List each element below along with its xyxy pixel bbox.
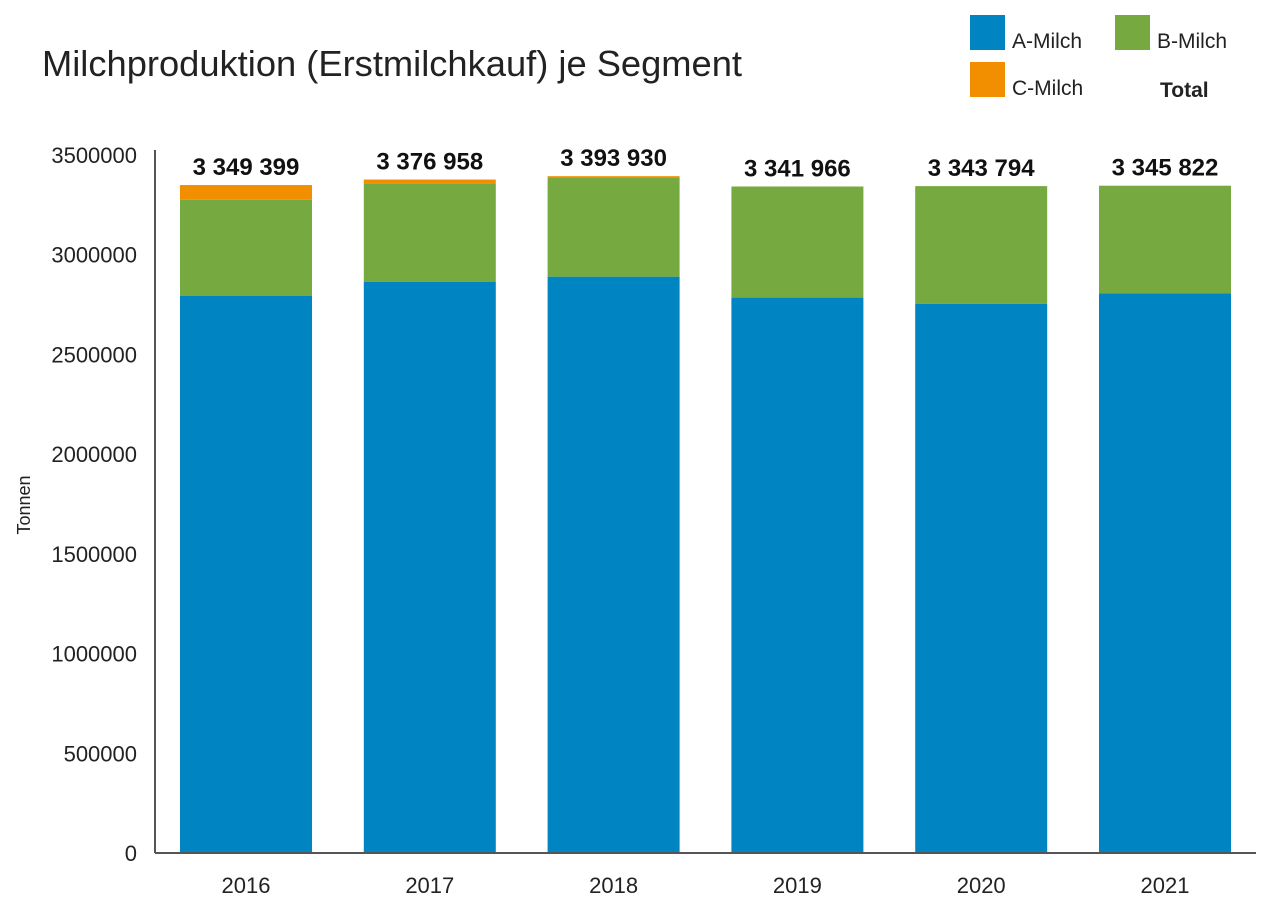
bar-b-milch-2016	[180, 199, 312, 296]
legend-swatch-a-milch	[970, 15, 1005, 50]
total-label: 3 345 822	[1112, 155, 1219, 182]
bar-a-milch-2016	[180, 295, 312, 854]
bar-a-milch-2018	[547, 276, 680, 853]
bar-a-milch-2019	[731, 297, 864, 853]
x-axis: 2016 2017 2018 2019 2020 2021	[155, 852, 1256, 898]
legend-swatch-b-milch	[1115, 15, 1150, 50]
y-tick-label: 3000000	[51, 243, 137, 268]
total-label: 3 393 930	[560, 145, 667, 172]
legend-label: C-Milch	[1012, 77, 1083, 100]
legend-swatch-c-milch	[970, 62, 1005, 97]
total-label: 3 376 958	[376, 149, 483, 176]
y-tick-label: 500000	[64, 741, 137, 766]
bar-b-milch-2020	[915, 186, 1048, 304]
chart-title: Milchproduktion (Erstmilchkauf) je Segme…	[42, 43, 742, 84]
y-tick-label: 2000000	[51, 442, 137, 467]
legend-label: A-Milch	[1012, 30, 1082, 53]
x-tick-label: 2016	[222, 873, 271, 898]
total-label: 3 349 399	[193, 154, 300, 181]
y-tick-label: 0	[125, 841, 137, 866]
x-tick-label: 2017	[405, 873, 454, 898]
bar-c-milch-2016	[180, 185, 312, 200]
legend-label-total: Total	[1160, 79, 1209, 102]
bar-b-milch-2019	[731, 186, 864, 298]
bar-c-milch-2017	[363, 179, 496, 184]
y-axis: 0 500000 1000000 1500000 2000000 2500000 30000…	[51, 143, 156, 866]
legend: A-Milch B-Milch C-Milch Total	[970, 15, 1227, 102]
total-label: 3 341 966	[744, 156, 851, 183]
total-label: 3 343 794	[928, 155, 1035, 182]
legend-label: B-Milch	[1157, 30, 1227, 53]
bar-b-milch-2021	[1099, 185, 1231, 294]
y-axis-label: Tonnen	[14, 475, 34, 534]
x-tick-label: 2021	[1141, 873, 1190, 898]
bar-a-milch-2020	[915, 303, 1048, 853]
y-tick-label: 1500000	[51, 542, 137, 567]
bar-b-milch-2018	[547, 177, 680, 277]
x-tick-label: 2018	[589, 873, 638, 898]
bar-a-milch-2017	[363, 281, 496, 853]
x-tick-label: 2020	[957, 873, 1006, 898]
bar-b-milch-2017	[363, 183, 496, 282]
y-tick-label: 3500000	[51, 143, 137, 168]
y-tick-label: 1000000	[51, 642, 137, 667]
y-tick-label: 2500000	[51, 342, 137, 367]
bar-a-milch-2021	[1099, 293, 1231, 854]
bars: 3 349 399 3 376 958 3 393 930 3 341 966 3 34…	[180, 145, 1231, 854]
x-tick-label: 2019	[773, 873, 822, 898]
bar-c-milch-2018	[547, 176, 680, 178]
